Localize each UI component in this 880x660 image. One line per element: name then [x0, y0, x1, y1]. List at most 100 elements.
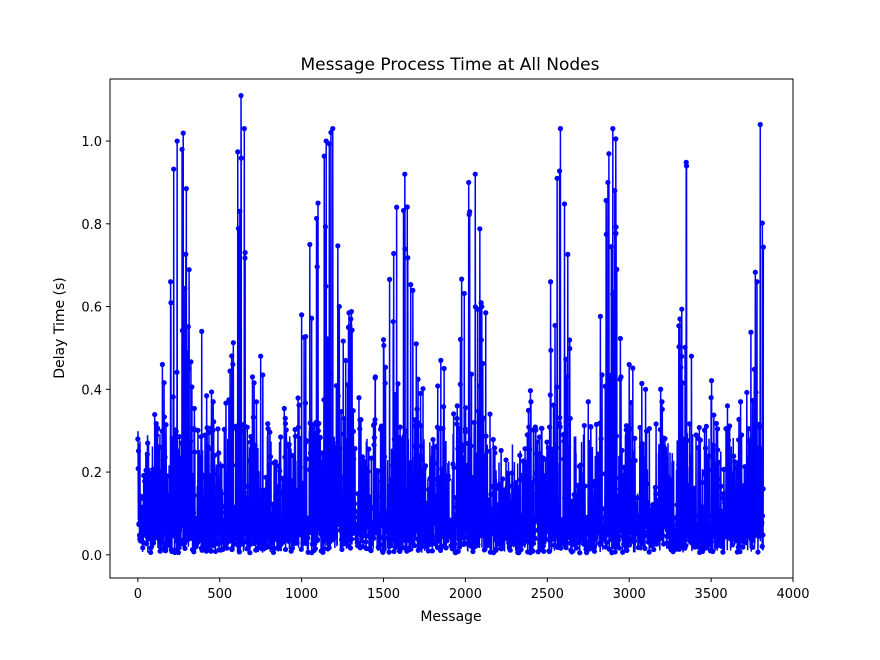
data-point: [635, 527, 641, 533]
data-point: [563, 544, 569, 551]
data-point: [535, 517, 542, 523]
data-point: [386, 276, 393, 282]
data-point: [516, 530, 522, 536]
data-point: [270, 546, 276, 552]
data-point: [632, 457, 638, 464]
data-point: [531, 529, 537, 535]
data-point: [184, 350, 190, 356]
data-point: [439, 466, 445, 472]
data-point: [541, 548, 547, 554]
data-point: [510, 496, 517, 502]
data-point: [202, 476, 208, 482]
data-point: [735, 463, 741, 469]
data-point: [399, 441, 406, 447]
data-point: [315, 428, 321, 434]
data-point: [168, 300, 174, 306]
data-point: [398, 462, 404, 468]
data-point: [585, 399, 591, 405]
x-axis: 0 500 1000 1500 2000 2500 3000 3500 4000: [134, 578, 810, 602]
data-point: [179, 327, 185, 334]
x-tick-label: 500: [207, 587, 232, 602]
data-point: [639, 441, 645, 447]
data-point: [164, 473, 170, 479]
data-point: [178, 440, 185, 446]
data-point: [325, 339, 331, 345]
data-point: [532, 536, 538, 542]
data-point: [550, 515, 556, 521]
data-point: [260, 494, 266, 500]
data-point: [378, 494, 385, 500]
data-point: [661, 444, 667, 450]
data-point: [206, 521, 212, 527]
data-point: [192, 449, 198, 455]
data-point: [355, 491, 361, 497]
data-point: [526, 536, 532, 543]
data-point: [557, 168, 563, 174]
data-point: [140, 496, 147, 502]
data-point: [343, 357, 349, 364]
data-point: [459, 276, 465, 282]
data-point: [397, 523, 404, 529]
data-point: [484, 448, 490, 454]
data-point: [435, 383, 441, 389]
data-point: [372, 417, 378, 423]
data-point: [293, 517, 299, 523]
data-point: [253, 399, 260, 405]
data-point: [241, 490, 247, 496]
data-point: [182, 285, 188, 292]
data-point: [155, 425, 161, 432]
data-point: [632, 435, 638, 441]
data-point: [759, 513, 766, 519]
data-point: [607, 372, 613, 378]
data-point: [540, 538, 546, 544]
data-point: [524, 498, 530, 505]
data-point: [250, 489, 256, 496]
data-point: [716, 459, 722, 465]
data-point: [415, 376, 421, 382]
data-point: [672, 528, 678, 535]
data-point: [323, 283, 329, 289]
data-point: [594, 463, 601, 469]
data-point: [657, 426, 663, 433]
data-point: [495, 502, 501, 508]
data-point: [752, 458, 758, 464]
data-point: [681, 460, 688, 466]
data-point: [451, 545, 457, 551]
data-point: [682, 504, 688, 510]
data-point: [163, 548, 169, 554]
data-point: [496, 521, 502, 527]
data-point: [317, 434, 323, 441]
data-point: [656, 507, 662, 513]
data-point: [209, 509, 216, 515]
data-point: [338, 508, 344, 514]
data-point: [181, 492, 187, 498]
data-point: [394, 528, 400, 534]
data-point: [135, 466, 141, 472]
data-point: [429, 518, 435, 524]
x-tick-label: 2000: [449, 587, 482, 602]
data-point: [573, 512, 579, 519]
data-point: [482, 476, 488, 483]
data-point: [371, 535, 377, 541]
data-point: [409, 501, 415, 507]
data-point: [207, 517, 214, 523]
data-point: [682, 344, 688, 350]
data-point: [760, 486, 766, 492]
data-point: [459, 535, 466, 541]
data-point: [239, 536, 245, 543]
data-point: [719, 541, 726, 547]
data-point: [475, 542, 481, 548]
x-tick-label: 3000: [613, 587, 646, 602]
data-point: [470, 504, 476, 510]
data-point: [463, 503, 469, 509]
data-point: [176, 545, 182, 551]
data-point: [323, 436, 330, 443]
data-point: [694, 521, 700, 528]
data-point: [478, 337, 484, 343]
data-point: [227, 494, 233, 500]
data-point: [417, 390, 424, 397]
data-point: [580, 488, 586, 494]
data-point: [457, 336, 464, 342]
data-point: [184, 512, 190, 518]
